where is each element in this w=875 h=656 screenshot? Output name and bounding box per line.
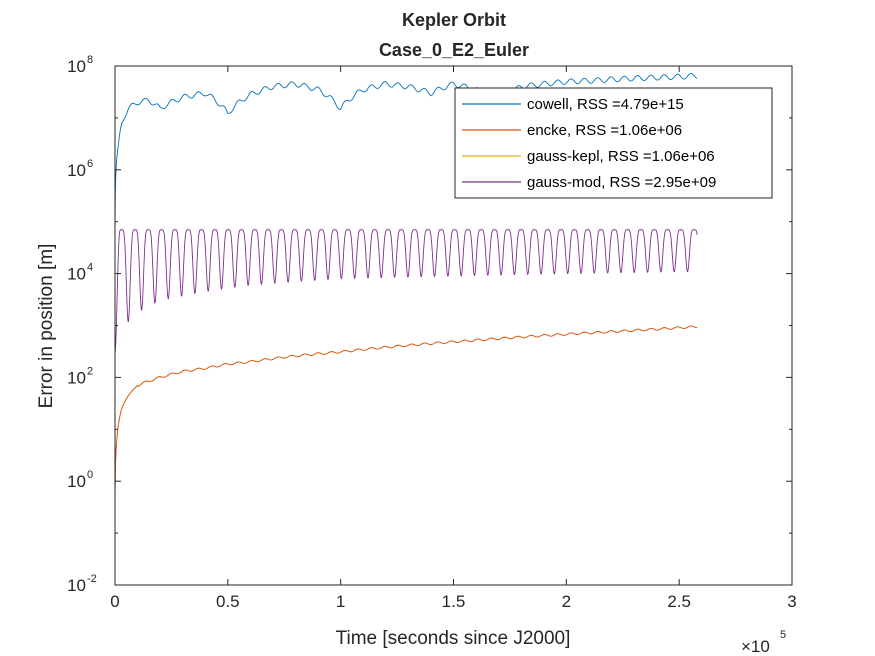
x-exponent-power: 5 — [780, 629, 786, 641]
legend-label: gauss-kepl, RSS =1.06e+06 — [527, 148, 715, 165]
legend-label: cowell, RSS =4.79e+15 — [527, 96, 684, 113]
y-axis-label: Error in position [m] — [36, 244, 57, 409]
y-tick-exponent: -2 — [87, 573, 97, 585]
x-tick-label: 3 — [787, 592, 796, 611]
x-tick-label: 1.5 — [442, 592, 466, 611]
x-exponent: ×10 5 — [741, 629, 786, 656]
x-tick-label: 1 — [336, 592, 345, 611]
series-layer — [114, 73, 698, 497]
y-tick-exponent: 8 — [87, 54, 93, 66]
y-tick-exponent: 6 — [87, 158, 93, 170]
x-tick-label: 0.5 — [216, 592, 240, 611]
y-tick-label: 10 — [67, 57, 86, 76]
legend[interactable]: cowell, RSS =4.79e+15 encke, RSS =1.06e+0… — [454, 87, 773, 199]
x-tick-label: 0 — [110, 592, 119, 611]
x-axis-label: Time [seconds since J2000] — [336, 628, 571, 649]
legend-box — [454, 87, 773, 199]
y-tick-label: 10 — [67, 576, 86, 595]
y-tick-label: 10 — [67, 265, 86, 284]
chart-subtitle: Case_0_E2_Euler — [379, 40, 529, 60]
legend-label: encke, RSS =1.06e+06 — [527, 122, 682, 139]
x-exponent-base: ×10 — [741, 637, 770, 656]
y-tick-label: 10 — [67, 161, 86, 180]
legend-label: gauss-mod, RSS =2.95e+09 — [527, 174, 716, 191]
x-tick-label: 2.5 — [667, 592, 691, 611]
y-tick-exponent: 0 — [87, 469, 93, 481]
y-tick-label: 10 — [67, 472, 86, 491]
x-ticks: 0 0.5 1 1.5 2 2.5 3 — [110, 66, 797, 611]
y-tick-exponent: 4 — [87, 262, 93, 274]
series-line-3 — [114, 229, 698, 353]
y-tick-label: 10 — [67, 368, 86, 387]
y-tick-exponent: 2 — [87, 365, 93, 377]
chart-title: Kepler Orbit — [402, 10, 506, 30]
series-line-0 — [114, 73, 698, 222]
x-tick-label: 2 — [562, 592, 571, 611]
series-line-1 — [114, 325, 698, 497]
